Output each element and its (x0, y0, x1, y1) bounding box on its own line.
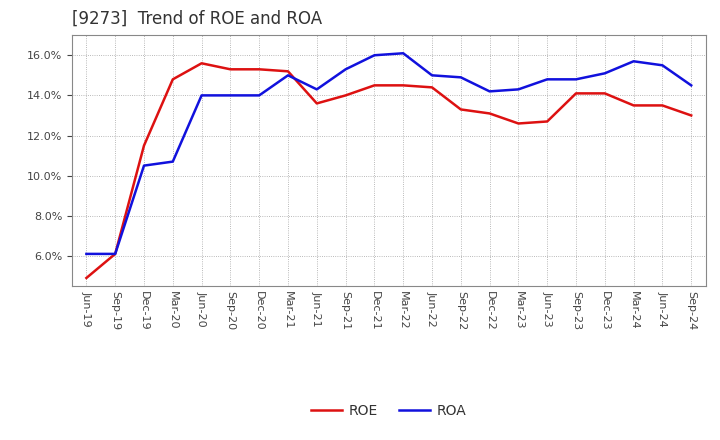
ROA (572, 77, 580, 82)
Text: [9273]  Trend of ROE and ROA: [9273] Trend of ROE and ROA (72, 10, 322, 28)
ROA (312, 87, 321, 92)
ROA (399, 51, 408, 56)
ROE (111, 251, 120, 257)
ROE (687, 113, 696, 118)
ROA (658, 62, 667, 68)
ROE (284, 69, 292, 74)
ROA (111, 251, 120, 257)
ROE (312, 101, 321, 106)
ROE (456, 107, 465, 112)
ROA (600, 71, 609, 76)
ROE (485, 111, 494, 116)
ROA (341, 67, 350, 72)
ROA (428, 73, 436, 78)
ROE (629, 103, 638, 108)
ROE (658, 103, 667, 108)
ROE (197, 61, 206, 66)
ROA (226, 93, 235, 98)
ROA (687, 83, 696, 88)
ROA (284, 73, 292, 78)
ROE (572, 91, 580, 96)
ROA (140, 163, 148, 168)
Line: ROE: ROE (86, 63, 691, 278)
ROE (82, 275, 91, 281)
ROE (370, 83, 379, 88)
ROE (399, 83, 408, 88)
ROE (428, 85, 436, 90)
ROE (140, 143, 148, 148)
ROE (600, 91, 609, 96)
ROA (543, 77, 552, 82)
ROA (255, 93, 264, 98)
ROE (514, 121, 523, 126)
ROA (456, 75, 465, 80)
Line: ROA: ROA (86, 53, 691, 254)
ROA (514, 87, 523, 92)
Legend: ROE, ROA: ROE, ROA (306, 398, 472, 423)
ROA (197, 93, 206, 98)
ROA (82, 251, 91, 257)
ROE (168, 77, 177, 82)
ROA (629, 59, 638, 64)
ROA (485, 89, 494, 94)
ROA (168, 159, 177, 164)
ROA (370, 53, 379, 58)
ROE (226, 67, 235, 72)
ROE (341, 93, 350, 98)
ROE (543, 119, 552, 124)
ROE (255, 67, 264, 72)
